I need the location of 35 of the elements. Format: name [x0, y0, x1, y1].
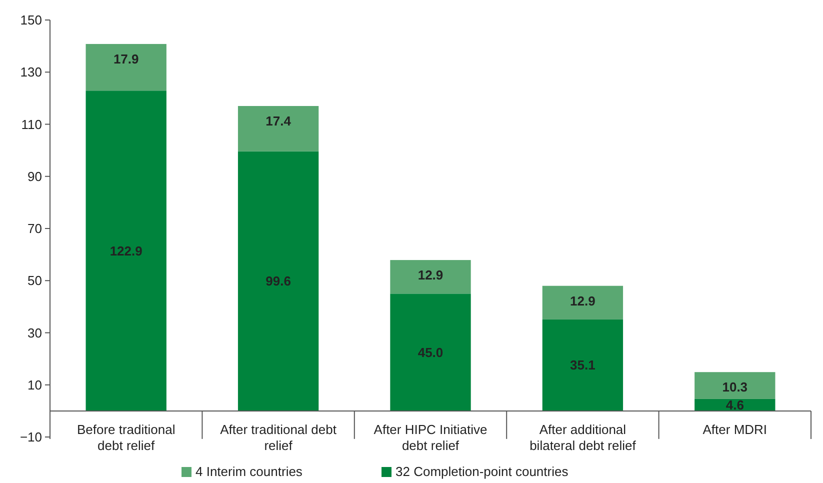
y-tick-label: 10: [28, 377, 42, 392]
bar: [390, 294, 471, 411]
bar: [542, 286, 624, 320]
y-tick-label: 50: [28, 273, 42, 288]
bar: [542, 319, 624, 411]
legend-label: 4 Interim countries: [196, 464, 303, 479]
y-tick-label: 110: [21, 116, 42, 132]
data-label: 45.0: [418, 344, 444, 360]
x-tick-label: After HIPC Initiative debt relief: [374, 422, 488, 453]
y-tick-label: 130: [20, 64, 42, 80]
data-label: 4.6: [726, 397, 744, 412]
legend-label: 32 Completion-point countries: [396, 464, 569, 479]
bar: [238, 106, 319, 152]
data-label: 35.1: [570, 358, 596, 373]
x-tick-label: After traditional debt relief: [220, 422, 337, 453]
data-label: 12.9: [570, 293, 596, 308]
x-tick-label: Before traditional debt relief: [76, 422, 176, 453]
y-tick-label: 150: [20, 12, 42, 28]
data-label: 99.6: [266, 274, 291, 289]
y-tick-label: 90: [28, 168, 42, 184]
data-label: 12.9: [418, 268, 444, 283]
data-label: 10.3: [722, 380, 748, 395]
bar: [390, 260, 471, 294]
data-label: 17.9: [113, 52, 139, 67]
bar: [694, 372, 776, 399]
x-tick-label: After MDRI: [702, 422, 768, 437]
data-label: 122.9: [110, 243, 142, 258]
bar: [238, 151, 319, 411]
y-tick-label: −10: [20, 430, 42, 445]
bar: [86, 90, 166, 411]
data-label: 17.4: [266, 114, 292, 129]
bar: [86, 44, 166, 91]
x-tick-label: After additional bilateral debt relief: [530, 422, 636, 453]
y-tick-label: 70: [28, 221, 42, 236]
y-tick-label: 30: [28, 325, 42, 340]
